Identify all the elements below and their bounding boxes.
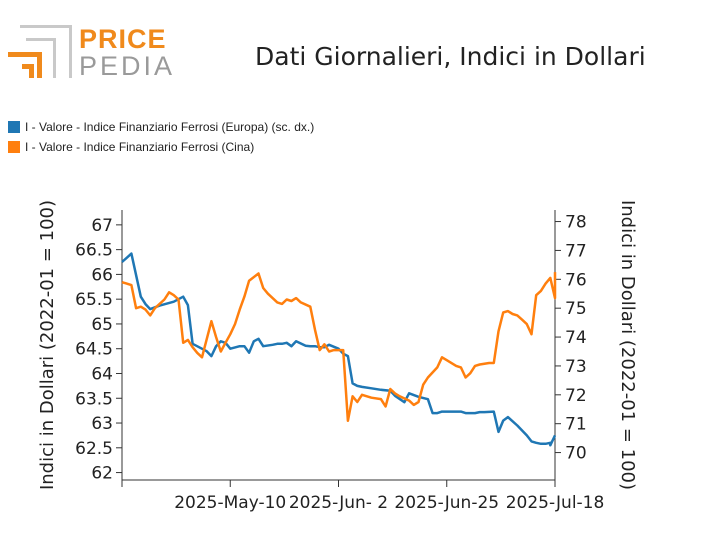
- y-right-tick-label: 77: [565, 241, 587, 261]
- y-right-tick-label: 71: [565, 415, 587, 435]
- legend-swatch-europe: [8, 121, 20, 133]
- y-left-tick-label: 62: [91, 464, 113, 484]
- y-right-axis-title: Indici in Dollari (2022-01 = 100): [617, 200, 638, 490]
- y-right-tick-label: 76: [565, 270, 587, 290]
- logo-mark-icon: [8, 25, 72, 78]
- y-right-tick-label: 73: [565, 357, 587, 377]
- y-left-tick-label: 63.5: [75, 389, 113, 409]
- x-tick-label: 2025-Jun- 2: [289, 493, 388, 513]
- x-tick-label: 2025-Jul-18: [506, 493, 605, 513]
- legend-label-china: I - Valore - Indice Finanziario Ferrosi …: [25, 140, 255, 154]
- legend-swatch-china: [8, 141, 20, 153]
- y-left-tick-label: 66: [91, 265, 113, 285]
- legend-item-china[interactable]: I - Valore - Indice Finanziario Ferrosi …: [8, 140, 254, 156]
- x-tick-label: 2025-May-10: [174, 493, 286, 513]
- y-right-tick-label: 75: [565, 299, 587, 319]
- y-right-tick-label: 78: [565, 213, 587, 233]
- x-tick-label: 2025-Jun-25: [394, 493, 499, 513]
- y-left-tick-label: 62.5: [75, 439, 113, 459]
- logo-text-price: PRICE: [79, 24, 167, 54]
- y-left-tick-label: 66.5: [75, 241, 113, 261]
- logo-text-pedia: PEDIA: [79, 51, 176, 81]
- chart-title: Dati Giornalieri, Indici in Dollari: [255, 42, 646, 71]
- y-left-tick-label: 67: [91, 216, 113, 236]
- y-left-tick-label: 64: [91, 364, 113, 384]
- y-left-tick-label: 64.5: [75, 340, 113, 360]
- y-right-tick-label: 74: [565, 328, 587, 348]
- y-left-tick-label: 65: [91, 315, 113, 335]
- y-right-tick-label: 70: [565, 444, 587, 464]
- y-left-tick-label: 65.5: [75, 290, 113, 310]
- y-left-tick-label: 63: [91, 414, 113, 434]
- legend-label-europe: I - Valore - Indice Finanziario Ferrosi …: [25, 120, 315, 134]
- legend-item-europe[interactable]: I - Valore - Indice Finanziario Ferrosi …: [8, 120, 314, 136]
- series-line-china: [121, 272, 557, 423]
- y-left-axis-title: Indici in Dollari (2022-01 = 100): [37, 200, 58, 490]
- pricepedia-logo: PRICE PEDIA: [6, 20, 172, 90]
- y-right-tick-label: 72: [565, 386, 587, 406]
